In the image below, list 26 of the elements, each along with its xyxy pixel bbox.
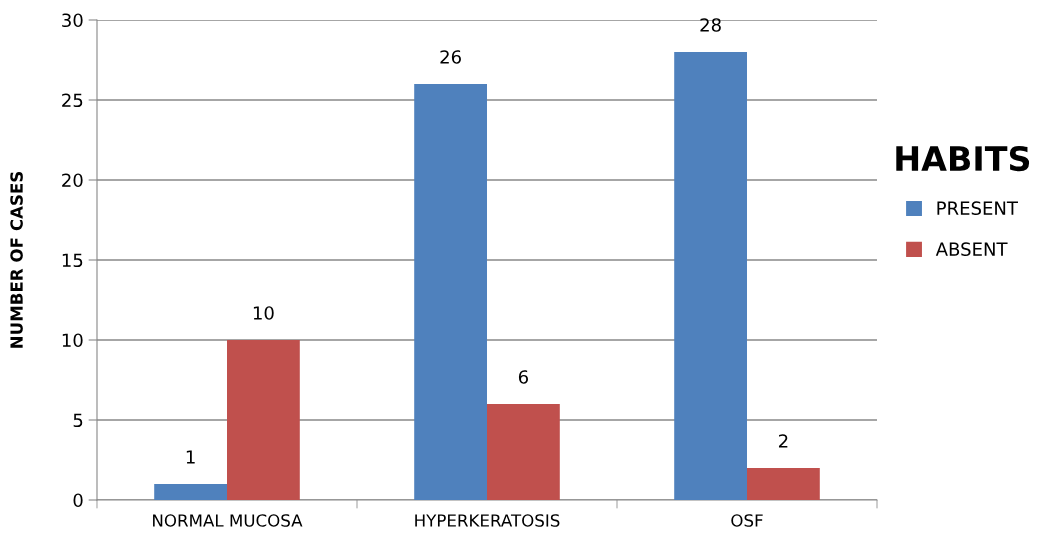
bar	[414, 84, 487, 500]
data-label: 10	[253, 306, 274, 320]
bar	[227, 340, 300, 500]
x-tick-label: OSF	[731, 514, 763, 527]
legend-label: PRESENT	[937, 201, 1018, 216]
y-tick-label: 20	[62, 173, 83, 188]
y-axis-title: NUMBER OF CASES	[10, 171, 23, 348]
y-tick-label: 15	[62, 253, 83, 268]
y-tick-label: 25	[62, 93, 83, 108]
data-label: 26	[440, 50, 461, 64]
data-label: 1	[186, 450, 195, 464]
y-tick-label: 0	[73, 493, 83, 508]
legend-title: HABITS	[896, 145, 1030, 172]
bar	[747, 468, 820, 500]
x-tick-label: HYPERKERATOSIS	[415, 514, 560, 527]
data-label: 2	[778, 434, 788, 448]
data-label: 6	[518, 370, 529, 384]
x-tick-label: NORMAL MUCOSA	[153, 514, 303, 527]
legend-label: ABSENT	[935, 242, 1008, 256]
data-label: 28	[700, 18, 721, 32]
bar	[154, 484, 227, 500]
bar	[487, 404, 560, 500]
y-tick-label: 10	[62, 333, 83, 348]
bar	[674, 52, 747, 500]
y-tick-label: 30	[62, 13, 83, 28]
y-tick-label: 5	[73, 413, 83, 428]
